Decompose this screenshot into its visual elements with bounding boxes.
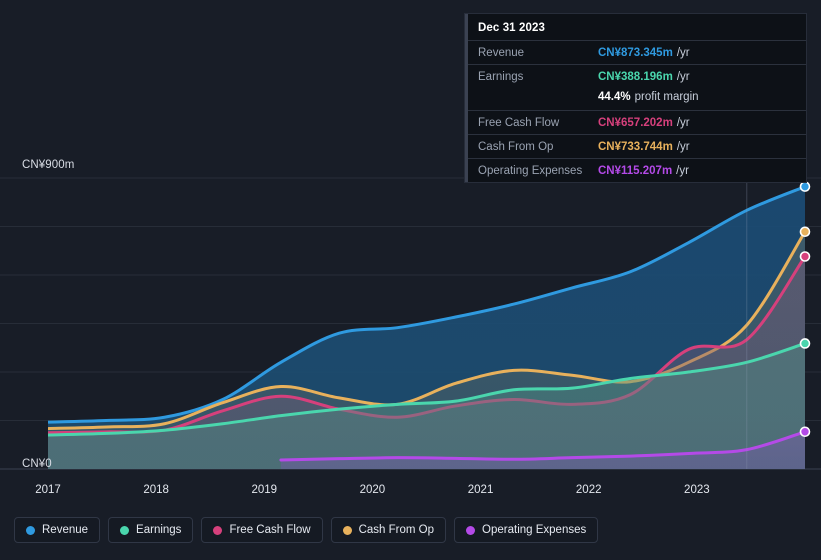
tooltip-row: Earnings CN¥388.196m/yr xyxy=(468,64,806,88)
end-marker-operating-expenses xyxy=(799,426,811,438)
legend-item-free-cash-flow[interactable]: Free Cash Flow xyxy=(201,517,323,543)
x-axis-tick-2022: 2022 xyxy=(575,484,602,496)
end-marker-free-cash-flow xyxy=(799,251,811,262)
legend-item-label: Earnings xyxy=(136,524,182,536)
tooltip-row: Operating Expenses CN¥115.207m/yr xyxy=(468,158,806,182)
legend-color-dot-icon xyxy=(213,525,223,535)
end-marker-earnings xyxy=(799,338,811,349)
tooltip-row-unit: /yr xyxy=(676,164,689,177)
legend-item-label: Revenue xyxy=(42,524,89,536)
legend-item-earnings[interactable]: Earnings xyxy=(108,517,194,543)
tooltip-row-label: Cash From Op xyxy=(478,140,554,153)
tooltip-row-label: Operating Expenses xyxy=(478,164,583,177)
tooltip-row-unit: /yr xyxy=(676,140,690,153)
tooltip-row-label: Earnings xyxy=(478,70,524,83)
legend-color-dot-icon xyxy=(26,525,35,535)
chart-legend: Revenue Earnings Free Cash Flow Cash From O… xyxy=(14,517,599,543)
series-line xyxy=(48,341,805,437)
tooltip-row-unit: profit margin xyxy=(634,90,699,103)
x-axis-tick-2020: 2020 xyxy=(359,484,386,496)
legend-color-dot-icon xyxy=(342,525,352,535)
series-earnings xyxy=(48,341,805,469)
x-axis-tick-2018: 2018 xyxy=(143,484,169,496)
tooltip-row-value: 44.4% xyxy=(598,90,631,103)
legend-item-label: Free Cash Flow xyxy=(229,524,311,536)
x-axis-tick-2021: 2021 xyxy=(467,484,494,496)
x-axis-tick-2023: 2023 xyxy=(684,484,710,496)
series-area xyxy=(280,431,805,469)
tooltip-row: 44.4% profit margin xyxy=(468,88,806,110)
end-marker-cash-from-op xyxy=(799,226,811,238)
end-marker-revenue xyxy=(799,181,811,192)
tooltip-rows: Revenue CN¥873.345m/yr Earnings CN¥388.196m… xyxy=(468,40,806,182)
data-tooltip: Dec 31 2023 Revenue CN¥873.345m/yr Earning… xyxy=(465,14,806,182)
legend-item-revenue[interactable]: Revenue xyxy=(14,517,101,543)
series-line xyxy=(48,185,805,424)
tooltip-row: Free Cash Flow CN¥657.202m/yr xyxy=(468,110,806,134)
tooltip-row-value: CN¥733.744m xyxy=(598,140,673,153)
x-axis-tick-2019: 2019 xyxy=(251,484,278,496)
legend-item-cash-from-op[interactable]: Cash From Op xyxy=(330,517,447,543)
y-axis-zero-label: CN¥0 xyxy=(22,458,52,470)
x-axis-tick-2017: 2017 xyxy=(35,484,61,496)
legend-item-operating-expenses[interactable]: Operating Expenses xyxy=(454,517,599,543)
tooltip-row-unit: /yr xyxy=(676,70,690,83)
tooltip-row-label: Free Cash Flow xyxy=(478,116,560,129)
tooltip-row-unit: /yr xyxy=(676,46,690,59)
x-axis: 2017 2018 2019 2020 2021 2022 2023 xyxy=(0,480,821,508)
chart-canvas xyxy=(0,177,821,470)
y-axis-max-label: CN¥900m xyxy=(22,159,75,171)
tooltip-row-value: CN¥873.345m xyxy=(598,46,673,59)
legend-item-label: Cash From Op xyxy=(358,524,435,536)
tooltip-row-value: CN¥115.207m xyxy=(598,164,673,177)
tooltip-row-value: CN¥388.196m xyxy=(598,70,673,83)
tooltip-date: Dec 31 2023 xyxy=(478,22,545,34)
tooltip-row-label: Revenue xyxy=(478,46,525,59)
tooltip-row: Revenue CN¥873.345m/yr xyxy=(468,40,806,64)
legend-color-dot-icon xyxy=(120,525,130,535)
legend-item-label: Operating Expenses xyxy=(482,524,587,536)
series-operating-expenses xyxy=(279,430,805,469)
series-area xyxy=(48,343,805,469)
plot-area[interactable] xyxy=(0,160,821,480)
series-line xyxy=(279,430,805,462)
tooltip-row: Cash From Op CN¥733.744m/yr xyxy=(468,134,806,158)
legend-color-dot-icon xyxy=(466,525,476,535)
tooltip-row-unit: /yr xyxy=(676,116,690,129)
tooltip-row-value: CN¥657.202m xyxy=(598,116,673,129)
